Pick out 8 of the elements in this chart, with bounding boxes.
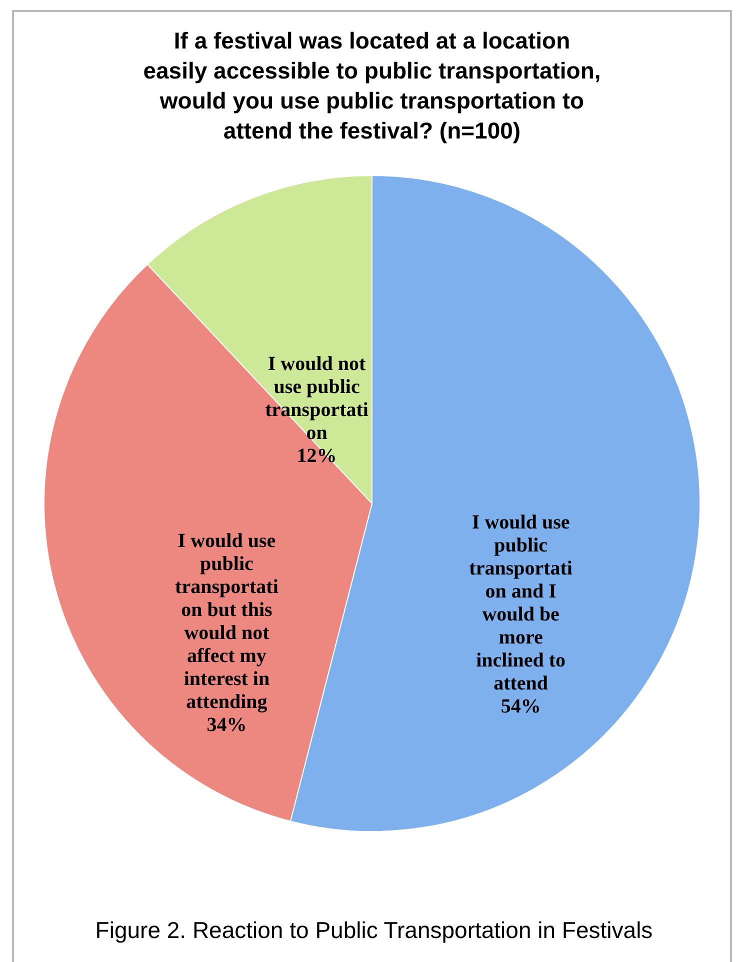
caption: Figure 2. Reaction to Public Transportation in Festivals [94,917,654,944]
data-label: 54% [500,695,541,718]
slice-label: I would use public transportation and I would be more inclined to attend [469,511,573,694]
slice-label: I would not use public transportation [265,353,369,444]
data-label: 12% [296,445,337,468]
data-label: 34% [206,714,247,736]
chart-title: If a festival was located at a location easily accessible to public transportation, would you use public transportation to attend the festival? (n=100) [143,28,601,144]
slice-label: I would use public transportation but this would not affect my interest in attending [175,530,279,713]
